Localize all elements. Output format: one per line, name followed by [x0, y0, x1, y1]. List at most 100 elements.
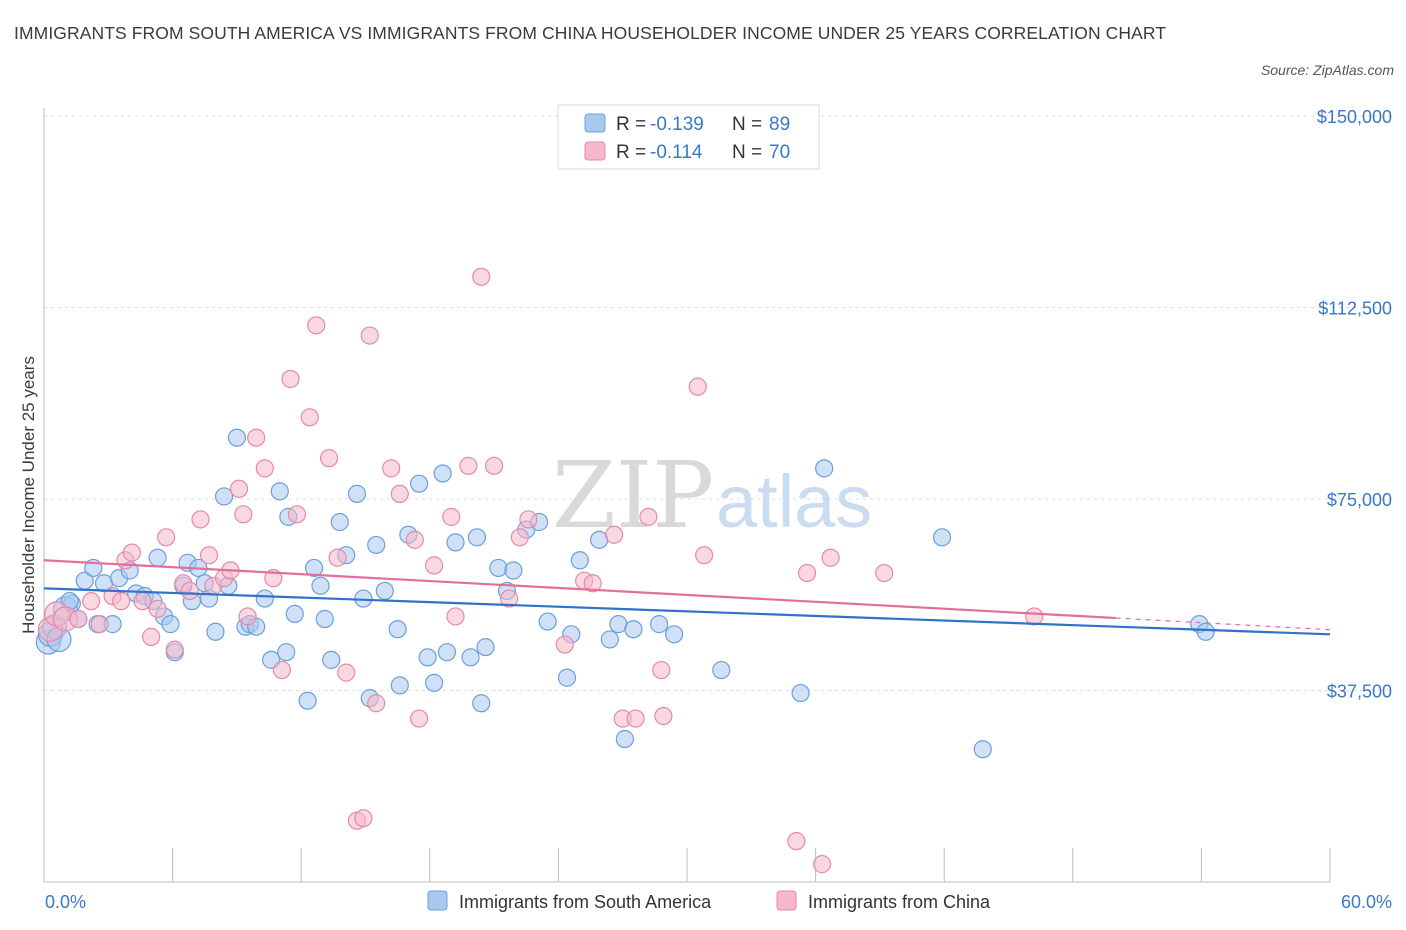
south-america-point-41	[311, 576, 330, 595]
series-south-america-points	[35, 428, 1215, 759]
south-america-point-56	[424, 673, 444, 692]
legend-r-value-1: -0.139	[650, 114, 704, 135]
china-point-9	[122, 543, 141, 562]
china-point-32	[307, 316, 326, 335]
china-point-60	[652, 660, 671, 680]
bottom-legend-label-blue: Immigrants from South America	[459, 892, 712, 912]
china-point-24	[238, 607, 257, 626]
south-america-point-49	[367, 535, 386, 555]
south-america-point-18	[161, 615, 180, 634]
china-point-25	[247, 428, 266, 447]
china-point-33	[319, 449, 339, 468]
south-america-point-38	[285, 604, 304, 624]
south-america-point-50	[375, 581, 394, 601]
south-america-point-84	[973, 740, 992, 759]
y-axis-label: Householder Income Under 25 years	[19, 356, 38, 634]
south-america-point-16	[148, 548, 167, 567]
china-point-38	[360, 326, 379, 345]
series-china-points	[37, 267, 1044, 874]
y-tick-label-37500: $37,500	[1327, 682, 1392, 702]
china-point-69	[1025, 607, 1044, 626]
legend-r-value-2: -0.114	[650, 142, 703, 163]
china-point-4	[82, 592, 101, 611]
china-point-22	[229, 479, 249, 498]
south-america-point-55	[418, 648, 437, 667]
china-point-48	[472, 267, 491, 286]
china-point-50	[500, 589, 519, 608]
legend-swatch-pink	[584, 141, 606, 161]
south-america-point-86	[1196, 622, 1215, 641]
china-point-3	[69, 609, 88, 629]
china-point-10	[133, 592, 152, 611]
legend-swatch-blue	[584, 113, 606, 133]
south-america-point-83	[932, 528, 952, 547]
south-america-point-27	[214, 487, 234, 506]
gridlines	[44, 115, 1392, 691]
legend-n-value-1: 89	[769, 114, 790, 135]
trend-line-south-america	[43, 587, 1331, 636]
south-america-point-44	[330, 512, 349, 532]
y-axis-tick-labels: $37,500 $75,000 $112,500 $150,000	[1317, 107, 1392, 702]
china-point-29	[281, 369, 300, 389]
south-america-point-35	[270, 482, 289, 501]
south-america-point-57	[433, 464, 452, 483]
china-point-26	[255, 459, 274, 478]
bottom-legend: Immigrants from South America Immigrants…	[427, 890, 991, 912]
south-america-point-46	[347, 484, 367, 503]
south-america-point-61	[467, 528, 487, 547]
y-tick-label-75000: $75,000	[1327, 490, 1392, 510]
south-america-point-36	[277, 643, 296, 662]
y-tick-label-112500: $112,500	[1318, 299, 1392, 319]
china-point-53	[555, 635, 574, 654]
china-point-12	[148, 599, 167, 618]
south-america-point-72	[570, 551, 589, 570]
china-point-39	[367, 694, 386, 713]
south-america-point-29	[227, 428, 246, 447]
south-america-point-66	[504, 561, 523, 580]
china-point-14	[165, 640, 184, 659]
legend-n-value-2: 70	[769, 142, 790, 163]
source-label: Source: ZipAtlas.com	[1260, 62, 1394, 78]
south-america-point-52	[390, 676, 409, 695]
china-point-66	[812, 855, 832, 874]
south-america-point-62	[472, 694, 491, 713]
bottom-legend-swatch-pink	[776, 890, 797, 911]
trend-lines	[43, 559, 1331, 636]
south-america-point-58	[437, 643, 457, 662]
china-point-46	[446, 607, 465, 626]
china-point-52	[519, 510, 538, 529]
watermark-atlas: atlas	[716, 460, 872, 543]
legend-n-label-1: N =	[732, 114, 762, 135]
china-point-56	[605, 525, 624, 544]
x-axis-ticks	[43, 848, 1331, 882]
china-point-44	[424, 556, 444, 575]
south-america-point-33	[255, 589, 274, 608]
china-point-40	[382, 459, 401, 478]
south-america-point-42	[315, 609, 334, 629]
china-point-31	[300, 408, 319, 427]
china-point-49	[485, 456, 504, 475]
china-point-41	[390, 484, 409, 503]
china-point-23	[234, 505, 253, 524]
south-america-point-64	[489, 558, 508, 578]
south-america-point-81	[791, 683, 810, 703]
south-america-point-26	[206, 622, 225, 641]
south-america-point-74	[600, 630, 619, 649]
china-point-7	[112, 592, 131, 611]
south-america-point-70	[557, 668, 577, 687]
china-point-59	[639, 507, 658, 526]
south-america-point-43	[322, 650, 341, 669]
watermark: ZIP atlas	[552, 442, 872, 549]
china-point-16	[180, 581, 199, 601]
china-point-13	[157, 528, 176, 547]
bottom-legend-label-pink: Immigrants from China	[808, 892, 991, 912]
south-america-point-40	[304, 558, 324, 578]
chart-title: IMMIGRANTS FROM SOUTH AMERICA VS IMMIGRA…	[14, 23, 1167, 43]
south-america-point-69	[538, 612, 557, 631]
china-point-47	[459, 456, 478, 475]
trend-line-china	[43, 559, 1116, 620]
south-america-point-78	[650, 615, 669, 634]
bottom-legend-swatch-blue	[427, 890, 448, 911]
south-america-point-39	[298, 691, 317, 710]
